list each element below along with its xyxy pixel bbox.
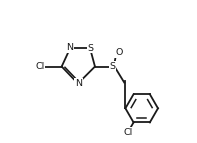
- Text: S: S: [88, 44, 94, 53]
- Text: S: S: [110, 62, 116, 71]
- Text: Cl: Cl: [35, 62, 44, 71]
- Text: Cl: Cl: [123, 128, 132, 137]
- Text: N: N: [75, 79, 82, 88]
- Text: O: O: [115, 48, 123, 57]
- Text: N: N: [66, 43, 73, 52]
